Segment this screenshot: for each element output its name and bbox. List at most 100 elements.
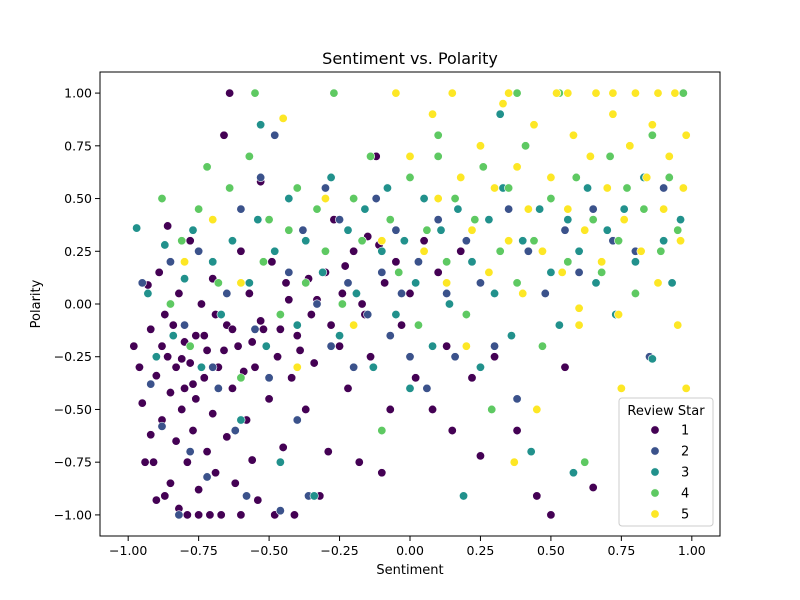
point-3-17: [284, 194, 294, 204]
point-2-29: [349, 362, 359, 372]
point-2-48: [523, 246, 533, 256]
point-1-21: [174, 288, 184, 298]
point-1-108: [160, 310, 170, 320]
point-5-0: [180, 257, 190, 267]
point-3-13: [253, 215, 263, 225]
point-1-89: [391, 257, 401, 267]
point-3-42: [484, 215, 494, 225]
point-1-3: [140, 457, 150, 467]
point-1-104: [546, 510, 556, 520]
point-4-53: [630, 288, 640, 298]
point-3-40: [467, 257, 477, 267]
point-2-4: [174, 510, 184, 520]
point-4-59: [678, 88, 688, 98]
point-5-11: [428, 109, 438, 119]
point-3-46: [518, 236, 528, 246]
point-1-97: [447, 426, 457, 436]
point-1-88: [385, 404, 395, 414]
point-3-0: [132, 223, 142, 233]
point-5-57: [681, 130, 691, 140]
x-tick-label-1: −0.75: [179, 543, 217, 558]
point-5-41: [608, 109, 618, 119]
legend-marker-4: [650, 488, 660, 498]
point-1-48: [227, 383, 237, 393]
point-1-32: [194, 485, 204, 495]
point-1-31: [191, 394, 201, 404]
point-4-40: [521, 141, 531, 151]
point-1-117: [256, 316, 266, 326]
legend-marker-2: [650, 446, 660, 456]
point-3-52: [574, 246, 584, 256]
point-3-32: [405, 383, 415, 393]
point-5-60: [504, 88, 514, 98]
point-4-38: [504, 183, 514, 193]
point-5-8: [391, 88, 401, 98]
legend-label-2: 2: [681, 445, 689, 460]
legend-marker-1: [650, 425, 660, 435]
point-5-51: [659, 204, 669, 214]
point-3-6: [188, 225, 198, 235]
point-2-2: [157, 421, 167, 431]
point-3-58: [630, 257, 640, 267]
point-4-0: [157, 194, 167, 204]
point-4-32: [450, 194, 460, 204]
point-1-6: [149, 457, 159, 467]
point-2-16: [256, 172, 266, 182]
y-axis: −1.00 −0.75 −0.50 −0.25 0.00 0.25 0.50 0.75 1.00: [54, 86, 100, 522]
point-1-56: [250, 362, 260, 372]
point-1-110: [188, 379, 198, 389]
point-3-63: [676, 215, 686, 225]
point-1-95: [433, 267, 443, 277]
point-1-109: [177, 354, 187, 364]
y-tick-label-7: 0.75: [64, 138, 92, 153]
point-5-45: [625, 141, 635, 151]
point-1-44: [219, 130, 229, 140]
point-2-43: [461, 236, 471, 246]
point-4-6: [213, 278, 223, 288]
point-4-28: [413, 320, 423, 330]
point-2-17: [264, 373, 274, 383]
point-5-25: [518, 288, 528, 298]
point-5-30: [546, 172, 556, 182]
point-1-0: [129, 341, 139, 351]
point-1-24: [180, 383, 190, 393]
point-3-53: [583, 183, 593, 193]
point-2-9: [208, 362, 218, 372]
point-2-21: [292, 415, 302, 425]
point-2-51: [574, 267, 584, 277]
point-4-31: [442, 257, 452, 267]
point-3-57: [619, 204, 629, 214]
point-2-38: [413, 257, 423, 267]
point-1-100: [475, 451, 485, 461]
point-1-34: [196, 299, 206, 309]
point-1-55: [247, 455, 257, 465]
point-4-41: [529, 236, 539, 246]
y-tick-label-1: −0.75: [54, 455, 92, 470]
point-1-75: [323, 447, 333, 457]
point-1-30: [191, 331, 201, 341]
point-1-15: [165, 388, 175, 398]
point-1-77: [335, 341, 345, 351]
point-3-39: [459, 491, 469, 501]
point-5-47: [636, 246, 646, 256]
point-2-28: [343, 278, 353, 288]
point-3-18: [292, 320, 302, 330]
point-4-17: [312, 204, 322, 214]
point-1-101: [490, 352, 500, 362]
point-2-12: [230, 426, 240, 436]
point-5-20: [490, 183, 500, 193]
point-5-42: [614, 310, 624, 320]
point-3-34: [419, 194, 429, 204]
point-1-36: [202, 447, 212, 457]
legend-label-4: 4: [681, 487, 689, 502]
point-1-28: [185, 236, 195, 246]
point-1-66: [287, 373, 297, 383]
point-5-21: [498, 99, 508, 109]
point-4-26: [394, 267, 404, 277]
point-4-30: [433, 151, 443, 161]
point-1-114: [227, 324, 237, 334]
point-3-4: [168, 331, 178, 341]
chart-title: Sentiment vs. Polarity: [322, 49, 498, 68]
point-1-5: [146, 430, 156, 440]
